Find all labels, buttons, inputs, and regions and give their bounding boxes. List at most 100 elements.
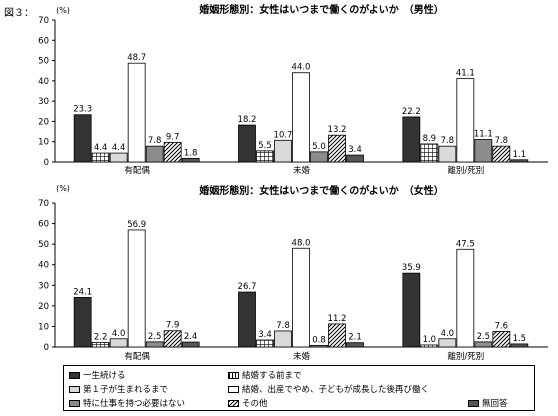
bar-series-2 — [420, 143, 439, 163]
bar-series-3 — [274, 139, 292, 163]
data-label: 2.5 — [477, 332, 491, 342]
data-label: 5.5 — [258, 141, 272, 151]
data-label: 11.1 — [474, 129, 493, 139]
bar-series-3 — [274, 330, 292, 348]
data-label: 10.7 — [274, 130, 293, 140]
y-tick-label: 20 — [38, 117, 49, 127]
bar-series-4 — [292, 247, 310, 348]
y-tick-label: 50 — [38, 240, 49, 250]
data-label: 26.7 — [238, 282, 257, 292]
chart-title: 婚姻形態別：女性はいつまで働くのがよいか （女性） — [199, 184, 444, 197]
data-label: 11.2 — [328, 314, 347, 324]
bar-series-5 — [145, 341, 164, 348]
legend-item: 無回答 — [468, 397, 508, 409]
bar-series-2 — [91, 152, 110, 163]
y-tick-label: 60 — [38, 36, 49, 46]
bar-series-4 — [127, 229, 146, 348]
data-label: 47.5 — [456, 239, 475, 249]
bar-series-6 — [163, 330, 182, 348]
legend-swatch — [468, 399, 479, 407]
legend-label: 一生続ける — [83, 371, 126, 381]
data-label: 13.2 — [328, 125, 347, 135]
bar-series-6 — [328, 323, 346, 348]
data-label: 4.0 — [441, 329, 455, 339]
y-tick-label: 50 — [38, 57, 49, 67]
data-label: 2.4 — [184, 332, 198, 342]
data-label: 2.5 — [148, 332, 162, 342]
y-tick-label: 40 — [38, 261, 49, 271]
data-label: 18.2 — [238, 115, 257, 125]
y-tick-label: 0 — [44, 343, 49, 353]
data-label: 2.2 — [94, 332, 108, 342]
bar-series-2 — [91, 342, 110, 348]
data-label: 7.8 — [441, 136, 455, 146]
legend-label: 結婚する前まで — [242, 371, 302, 381]
x-category-label: 離別/死別 — [447, 165, 484, 176]
data-label: 1.5 — [513, 334, 527, 344]
bar-series-3 — [438, 145, 457, 163]
figure-label: 図３： — [4, 8, 34, 19]
data-label: 9.7 — [166, 132, 180, 142]
bar-series-7 — [346, 342, 364, 348]
bar-series-1 — [238, 124, 256, 163]
bar-series-4 — [456, 248, 475, 348]
data-label: 7.8 — [276, 321, 290, 331]
bar-series-1 — [73, 114, 92, 163]
data-label: 8.9 — [423, 134, 437, 144]
data-label: 7.8 — [495, 136, 509, 146]
data-label: 23.3 — [73, 105, 92, 115]
bar-series-2 — [256, 339, 274, 348]
bar-series-5 — [310, 151, 328, 163]
bar-series-1 — [402, 116, 421, 163]
bar-series-1 — [73, 297, 92, 348]
data-label: 48.7 — [127, 53, 146, 63]
data-label: 5.0 — [312, 142, 326, 152]
legend-item: 特に仕事を持つ必要はない — [69, 397, 185, 409]
bar-series-4 — [456, 78, 475, 163]
legend-item: 第１子が生まれるまで — [69, 383, 168, 395]
y-tick-label: 20 — [38, 302, 49, 312]
bar-series-2 — [420, 344, 439, 348]
data-label: 24.1 — [73, 287, 92, 297]
legend-swatch — [69, 371, 80, 379]
legend-item: 結婚、出産でやめ、子どもが成長した後再び働く — [228, 383, 429, 395]
data-label: 41.1 — [456, 69, 475, 79]
y-axis-label: (%) — [56, 184, 70, 193]
x-category-label: 離別/死別 — [447, 351, 484, 362]
data-label: 3.4 — [348, 145, 362, 155]
data-label: 35.9 — [402, 263, 421, 273]
bar-series-1 — [402, 272, 421, 348]
data-label: 4.4 — [94, 143, 108, 153]
y-tick-label: 0 — [44, 158, 49, 168]
bar-series-3 — [109, 338, 128, 348]
data-label: 4.0 — [112, 329, 126, 339]
legend-swatch — [228, 371, 239, 379]
legend-label: 特に仕事を持つ必要はない — [83, 399, 186, 409]
y-tick-label: 10 — [38, 138, 49, 148]
data-label: 2.1 — [348, 333, 362, 343]
chart-panel-2: 婚姻形態別：女性はいつまで働くのがよいか （女性） (%) 0 10 20 30 40 50 6… — [38, 184, 548, 362]
legend-swatch — [69, 385, 80, 393]
bar-series-6 — [328, 134, 346, 163]
legend-swatch — [69, 399, 80, 407]
legend-swatch — [228, 399, 239, 407]
bar-series-6 — [492, 330, 511, 348]
legend-label: 第１子が生まれるまで — [83, 385, 169, 395]
data-label: 0.8 — [312, 335, 326, 345]
x-category-label: 有配偶 — [124, 165, 150, 176]
data-label: 56.9 — [127, 220, 146, 230]
bar-series-1 — [238, 291, 256, 348]
bar-series-5 — [474, 341, 493, 348]
data-label: 7.6 — [495, 321, 509, 331]
chart-panel-1: 婚姻形態別：女性はいつまで働くのがよいか （男性） (%) 0 10 20 30 40 50 6… — [38, 3, 548, 176]
y-tick-label: 10 — [38, 322, 49, 332]
data-label: 4.4 — [112, 143, 126, 153]
bar-series-7 — [181, 341, 200, 348]
legend-label: 結婚、出産でやめ、子どもが成長した後再び働く — [242, 385, 430, 395]
data-label: 3.4 — [258, 330, 272, 340]
x-category-label: 有配偶 — [124, 351, 150, 362]
legend-item: その他 — [228, 397, 268, 409]
y-tick-label: 40 — [38, 77, 49, 87]
y-tick-label: 70 — [38, 199, 49, 209]
